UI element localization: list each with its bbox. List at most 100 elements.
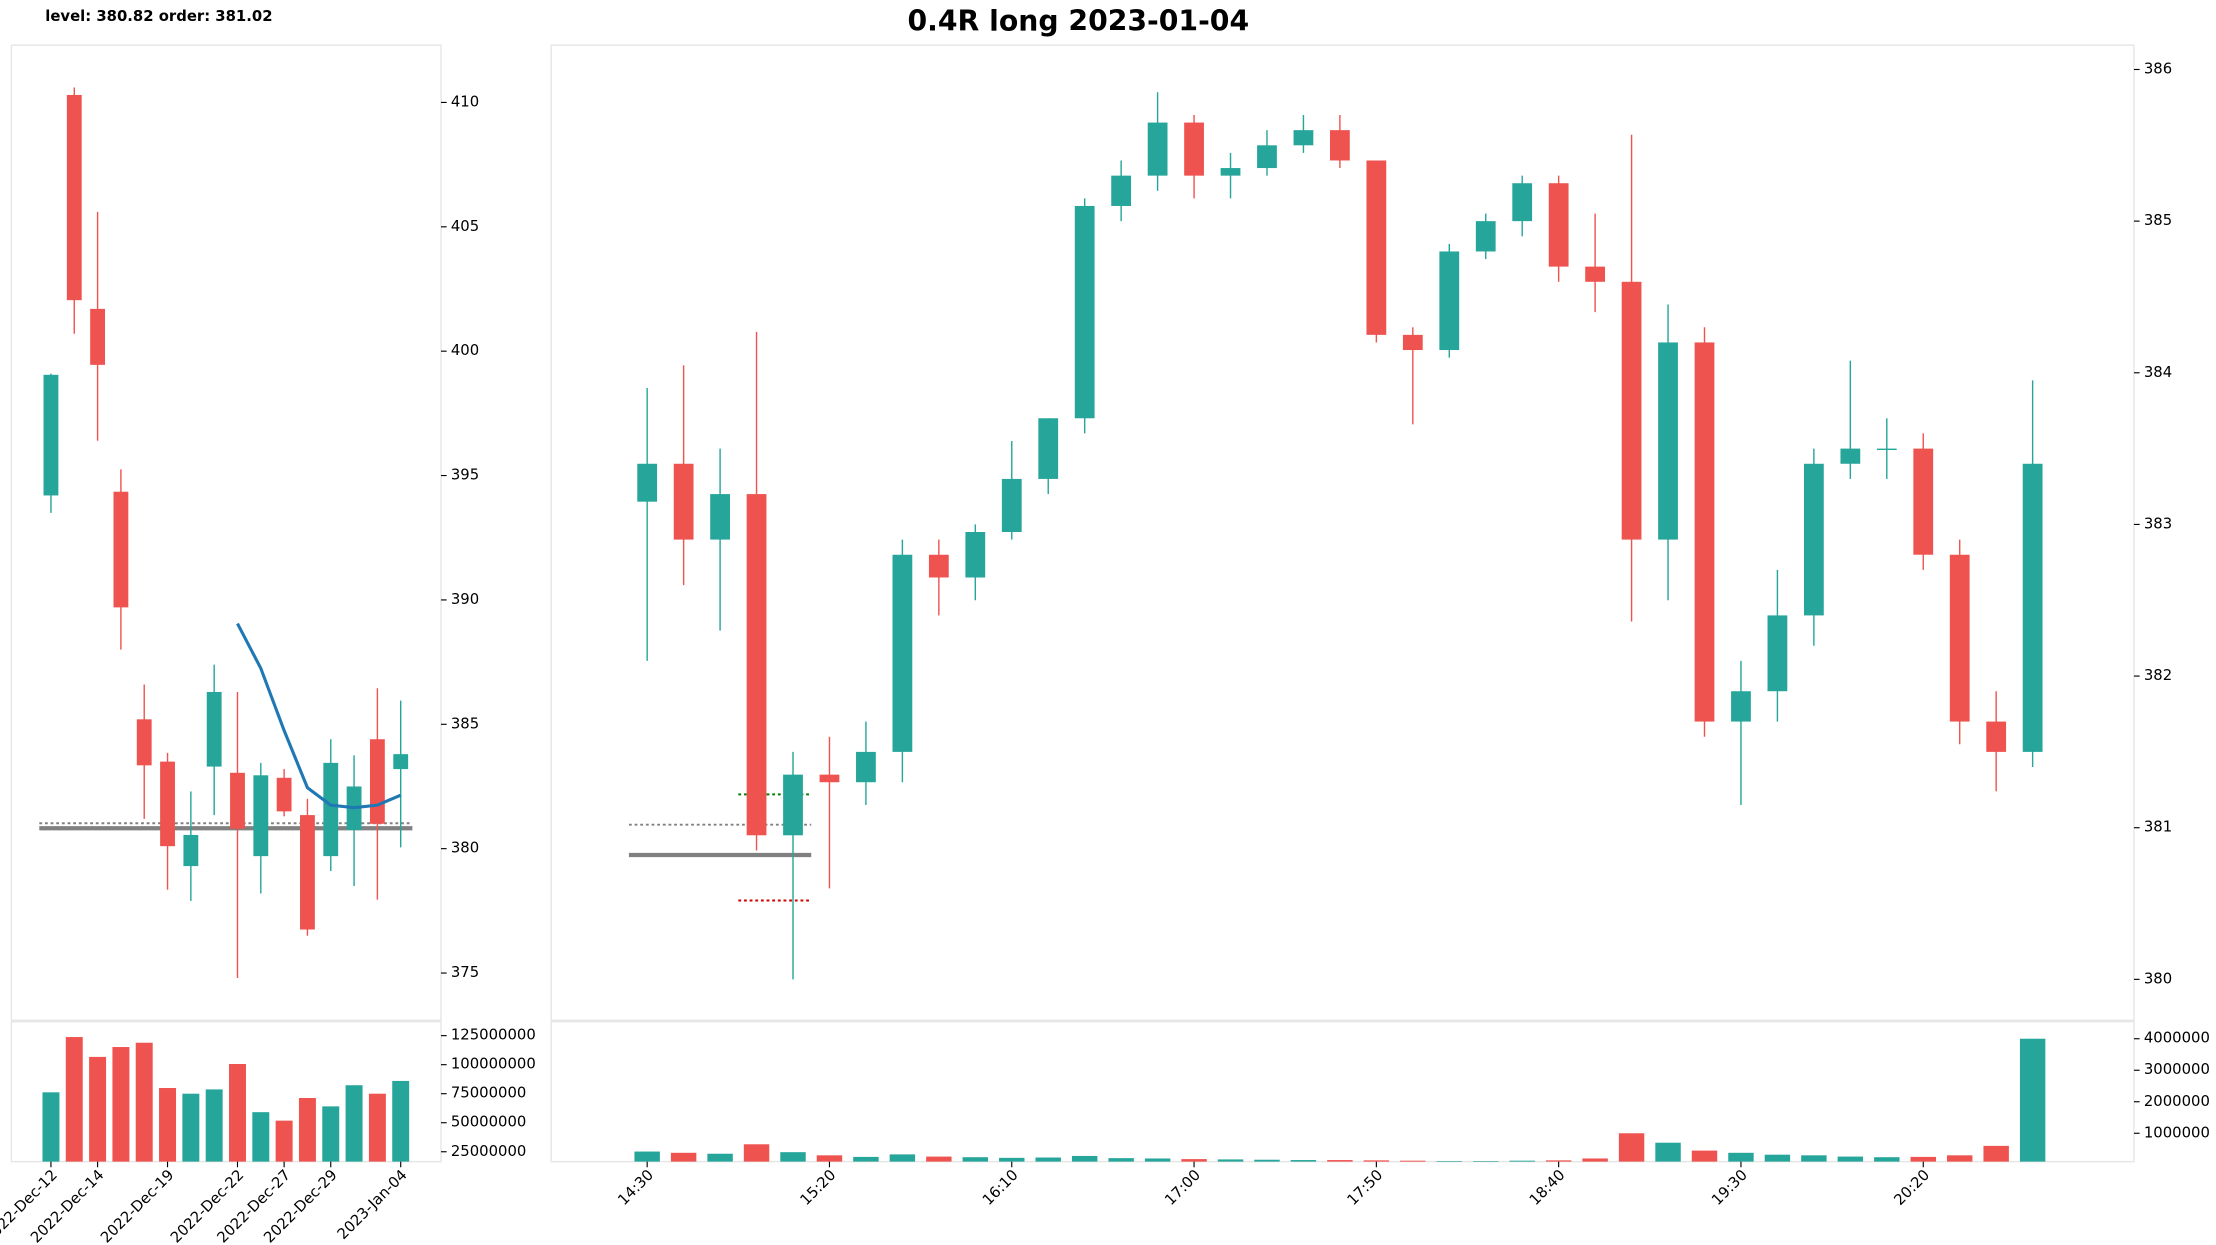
candle-body — [369, 739, 385, 824]
volume-bar — [634, 1151, 660, 1162]
candle-body — [1986, 721, 2007, 752]
candle-body — [43, 374, 59, 496]
volume-bar — [780, 1152, 806, 1162]
y-tick-label: 381 — [2144, 819, 2172, 836]
x-tick-label: 2022-Dec-19 — [98, 1167, 178, 1245]
candle-body — [1111, 175, 1132, 206]
volume-tick-label: 3000000 — [2144, 1061, 2210, 1078]
volume-bar — [1509, 1160, 1535, 1162]
y-tick-label: 385 — [451, 715, 479, 732]
volume-bar — [1144, 1158, 1171, 1162]
candle-body — [1439, 251, 1460, 351]
candle-body — [746, 494, 767, 836]
candle-body — [783, 774, 803, 836]
candle-body — [2022, 463, 2043, 752]
y-tick-label: 384 — [2144, 364, 2172, 381]
volume-bar — [1582, 1158, 1608, 1162]
volume-panel — [550, 1021, 2135, 1163]
volume-bar — [345, 1085, 363, 1162]
volume-bar — [999, 1157, 1025, 1162]
candle-body — [160, 761, 175, 847]
volume-tick-label: 100000000 — [451, 1056, 536, 1073]
candle-body — [230, 772, 245, 829]
candle-body — [673, 463, 694, 540]
volume-bar — [205, 1089, 223, 1162]
candle-body — [393, 754, 409, 770]
y-tick-label: 405 — [451, 218, 479, 235]
volume-bar — [1801, 1155, 1827, 1162]
volume-bar — [1473, 1160, 1499, 1162]
volume-bar — [670, 1152, 697, 1162]
candle-body — [856, 751, 876, 783]
y-tick-label: 380 — [451, 840, 479, 857]
volume-bar — [275, 1120, 293, 1162]
candle-body — [1001, 478, 1022, 533]
candle-body — [253, 775, 269, 857]
volume-bar — [1400, 1160, 1426, 1162]
volume-bar — [1217, 1159, 1244, 1162]
candle-body — [1585, 266, 1606, 282]
volume-bar — [65, 1037, 83, 1162]
volume-bar — [368, 1093, 386, 1162]
candle-body — [323, 762, 339, 857]
candle-body — [1330, 130, 1350, 161]
candle-body — [1512, 183, 1533, 222]
x-tick-label: 2023-Jan-04 — [334, 1167, 410, 1243]
candle-body — [1147, 122, 1168, 176]
volume-bar — [1983, 1145, 2009, 1162]
moving-average — [236, 622, 402, 810]
candle-body — [1548, 183, 1569, 267]
volume-bar — [707, 1153, 733, 1162]
volume-bar — [1327, 1160, 1353, 1162]
volume-bar — [1363, 1160, 1390, 1162]
candle-body — [113, 491, 129, 608]
volume-bar — [298, 1097, 316, 1162]
candle-body — [1402, 334, 1423, 351]
volume-bar — [1691, 1150, 1718, 1162]
y-tick-label: 380 — [2144, 970, 2172, 987]
x-tick-label: 17:00 — [1162, 1167, 1204, 1209]
candle-body — [1658, 342, 1678, 540]
candle-body — [1731, 691, 1751, 722]
volume-bar — [112, 1047, 130, 1162]
candle-body — [1184, 122, 1204, 176]
price-panel — [10, 44, 442, 1022]
candle-body — [1949, 554, 1970, 722]
candle-body — [136, 719, 152, 766]
volume-bar — [1874, 1157, 1900, 1162]
candle-body — [1220, 168, 1241, 176]
volume-bar — [252, 1112, 270, 1162]
candle-body — [1913, 448, 1934, 555]
volume-bar — [229, 1063, 246, 1162]
candle-body — [1475, 221, 1496, 252]
volume-bar — [889, 1154, 916, 1162]
candle-body — [928, 554, 949, 578]
volume-bar — [392, 1080, 410, 1162]
y-tick-label: 385 — [2144, 212, 2172, 229]
volume-bar — [1290, 1160, 1317, 1162]
candle-body — [66, 94, 82, 301]
volume-bar — [89, 1056, 107, 1162]
candle-body — [300, 815, 315, 930]
volume-bar — [1436, 1160, 1462, 1162]
volume-bar — [1108, 1158, 1134, 1162]
price-panel — [550, 44, 2135, 1022]
volume-bar — [926, 1156, 952, 1162]
volume-tick-label: 4000000 — [2144, 1030, 2210, 1047]
chart-title: 0.4R long 2023-01-04 — [908, 5, 1250, 38]
x-tick-label: 18:40 — [1526, 1167, 1568, 1209]
volume-tick-label: 2000000 — [2144, 1093, 2210, 1110]
volume-bar — [42, 1092, 60, 1162]
candle-body — [1876, 448, 1897, 451]
candle-body — [1257, 145, 1277, 169]
volume-bar — [853, 1156, 879, 1162]
y-tick-label: 410 — [451, 93, 479, 110]
candle-body — [1803, 463, 1824, 616]
volume-bar — [1655, 1142, 1681, 1162]
x-tick-label: 15:20 — [797, 1167, 839, 1209]
x-tick-label: 19:30 — [1709, 1167, 1751, 1209]
candle-body — [1074, 205, 1095, 419]
y-tick-label: 382 — [2144, 667, 2172, 684]
annotation: level: 380.82 order: 381.02 — [45, 8, 272, 25]
